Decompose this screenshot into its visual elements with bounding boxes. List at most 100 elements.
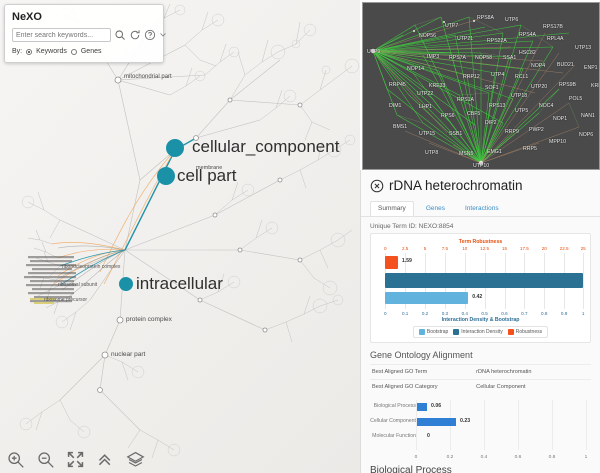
gene-label-dip2[interactable]: DIP2: [485, 120, 497, 126]
search-icon[interactable]: [114, 29, 126, 41]
gene-label-sof1[interactable]: SOF1: [485, 85, 499, 91]
tree-graph[interactable]: [0, 0, 360, 473]
gene-label-dim1[interactable]: DIM1: [389, 103, 402, 109]
gene-label-msn5[interactable]: MSN5: [459, 151, 474, 157]
gene-label-rrp5[interactable]: RRP5: [523, 146, 537, 152]
network-edges: [370, 16, 580, 166]
go-term-value: rDNA heterochromatin: [476, 369, 532, 375]
go-alignment-title: Gene Ontology Alignment: [370, 350, 473, 360]
gene-label-rps4a[interactable]: RPS4A: [519, 32, 537, 38]
tab-genes[interactable]: Genes: [425, 205, 445, 212]
gene-label-nop56[interactable]: NOP56: [419, 33, 437, 39]
view-toolbar[interactable]: [6, 450, 145, 469]
chart2-label-molecular-function: Molecular Function: [372, 433, 416, 439]
gene-label-pwp2[interactable]: PWP2: [529, 127, 544, 133]
gene-label-emg1[interactable]: EMG1: [487, 149, 502, 155]
gene-label-utp15[interactable]: UTP15: [419, 131, 436, 137]
gene-label-utp21[interactable]: UTP21: [457, 36, 474, 42]
gene-label-utp22[interactable]: UTP22: [417, 91, 434, 97]
gene-label-utp9[interactable]: UTP9: [367, 49, 381, 55]
gene-label-utp8[interactable]: UTP8: [425, 150, 439, 156]
gene-label-bms1[interactable]: BMS1: [393, 124, 408, 130]
gene-label-utp20[interactable]: UTP20: [531, 84, 548, 90]
radio-keywords[interactable]: [26, 48, 33, 55]
gene-label-ssa1[interactable]: SSA1: [503, 55, 517, 61]
search-input[interactable]: [12, 28, 111, 42]
legend-label-robustness: Robustness: [515, 329, 543, 335]
gene-label-rrp45[interactable]: RRP45: [389, 82, 406, 88]
gene-label-imp3[interactable]: IMP3: [427, 54, 440, 60]
gene-label-mpp10[interactable]: MPP10: [549, 139, 567, 145]
gene-label-rps6[interactable]: RPS6: [441, 113, 455, 119]
gene-label-utp5[interactable]: UTP5: [515, 108, 529, 114]
gene-label-rps1a[interactable]: RPS1A: [457, 97, 475, 103]
legend-item-interaction-density[interactable]: Interaction Density: [453, 329, 503, 335]
gene-label-enp1[interactable]: ENP1: [584, 65, 598, 71]
bar-bootstrap[interactable]: [385, 292, 469, 304]
gene-label-kre33[interactable]: KRE33: [429, 83, 446, 89]
fit-screen-icon[interactable]: [66, 450, 85, 469]
gene-label-utp7[interactable]: UTP7: [445, 23, 459, 29]
tab-interactions[interactable]: Interactions: [464, 205, 499, 212]
info-panel-tabs[interactable]: Summary Genes Interactions: [361, 197, 600, 217]
chart1-top-tick: 17.5: [519, 246, 529, 251]
gene-label-kri1[interactable]: KRI1: [591, 83, 599, 89]
gene-label-hsc82[interactable]: HSC82: [519, 50, 536, 56]
gene-label-nan1[interactable]: NAN1: [581, 113, 595, 119]
chart1-top-axis-title: Term Robustness: [458, 239, 503, 245]
chevron-down-icon[interactable]: [159, 29, 167, 41]
chart2-bar-biological-process[interactable]: [417, 402, 427, 411]
gene-label-utp6[interactable]: UTP6: [505, 17, 519, 23]
tab-summary[interactable]: Summary: [370, 201, 414, 216]
gene-label-rps17b[interactable]: RPS17B: [543, 24, 563, 30]
search-panel[interactable]: NeXO: [4, 4, 167, 63]
layers-icon[interactable]: [126, 450, 145, 469]
collapse-icon[interactable]: [96, 450, 115, 469]
legend-item-robustness[interactable]: Robustness: [507, 329, 543, 335]
page-title: rDNA heterochromatin: [389, 178, 523, 193]
tree-node-cellular-component[interactable]: [166, 139, 184, 157]
gene-label-rrp12[interactable]: RRP12: [463, 74, 480, 80]
gene-label-utp10[interactable]: UTP10: [473, 163, 490, 169]
gene-label-bud21[interactable]: BUD21: [557, 62, 574, 68]
gene-label-utp4[interactable]: UTP4: [491, 72, 505, 78]
radio-genes[interactable]: [70, 48, 77, 55]
gene-label-rps8a[interactable]: RPS8A: [477, 15, 495, 21]
ontology-tree-canvas[interactable]: cellular_component cell part intracellul…: [0, 0, 360, 473]
gene-label-nop4[interactable]: NOP4: [531, 63, 546, 69]
close-circle-icon[interactable]: [370, 179, 384, 193]
gene-interaction-network[interactable]: UTP9 NOP56 UTP7 RPS8A UTP6 RPS17B IMP3 U…: [362, 2, 600, 170]
gene-label-cbf5[interactable]: CBF5: [467, 111, 481, 117]
gene-label-nop58[interactable]: NOP58: [475, 55, 493, 61]
gene-label-rps13[interactable]: RPS13: [489, 103, 506, 109]
chart2-value-cellular-component: 0.23: [460, 418, 471, 424]
zoom-out-icon[interactable]: [36, 450, 55, 469]
gene-label-ssb1[interactable]: SSB1: [449, 131, 463, 137]
gene-label-rps7a[interactable]: RPS7A: [449, 55, 467, 61]
zoom-in-icon[interactable]: [6, 450, 25, 469]
gene-label-utp13[interactable]: UTP13: [575, 45, 592, 51]
gene-label-nop14[interactable]: NOP14: [407, 66, 425, 72]
gene-label-noc4[interactable]: NOC4: [539, 103, 554, 109]
gene-label-nop1[interactable]: NOP1: [553, 116, 568, 122]
gene-label-utp18[interactable]: UTP18: [511, 93, 528, 99]
bar-interaction-density[interactable]: [385, 273, 584, 288]
chart1-top-tick: 22.5: [559, 246, 569, 251]
gene-label-pol5[interactable]: POL5: [569, 96, 583, 102]
gene-label-rcl1[interactable]: RCL1: [515, 74, 529, 80]
refresh-icon[interactable]: [129, 29, 141, 41]
chart2-tick: 0.2: [446, 455, 454, 460]
gene-label-rrp9[interactable]: RRP9: [505, 129, 519, 135]
chart2-bar-cellular-component[interactable]: [417, 417, 456, 426]
gene-label-lhp1[interactable]: LHP1: [419, 104, 432, 110]
gene-label-rps22a[interactable]: RPS22A: [487, 38, 507, 44]
legend-item-bootstrap[interactable]: Bootstrap: [418, 329, 448, 335]
help-icon[interactable]: [144, 29, 156, 41]
gene-label-nop6[interactable]: NOP6: [579, 132, 594, 138]
bar-robustness[interactable]: [385, 256, 398, 269]
gene-label-rpl4a[interactable]: RPL4A: [547, 36, 564, 42]
tree-node-cell-part[interactable]: [157, 167, 175, 185]
gene-label-rps9b[interactable]: RPS9B: [559, 82, 577, 88]
tree-node-intracellular[interactable]: [119, 277, 133, 291]
